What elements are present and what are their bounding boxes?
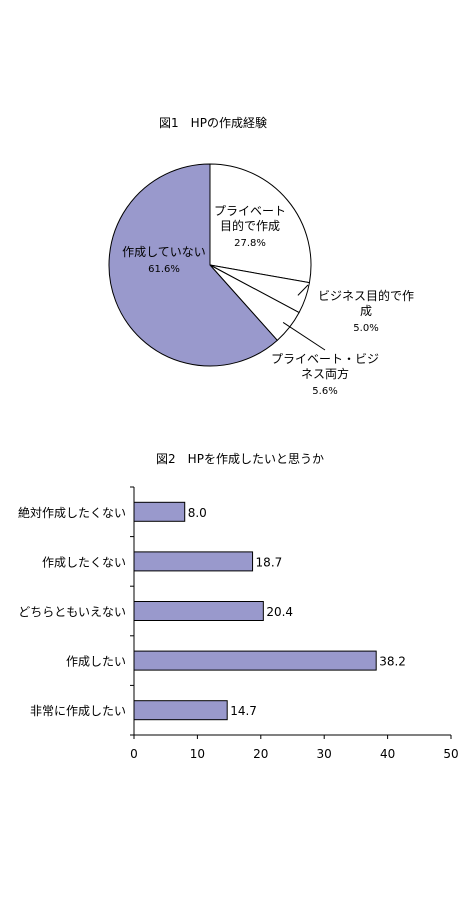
pie-slice-label: ビジネス目的で作 xyxy=(318,288,414,303)
pie-chart-title: 図1 HPの作成経験 xyxy=(159,115,267,130)
bar xyxy=(133,601,264,621)
category-label: 絶対作成したくない xyxy=(18,505,126,520)
bar-value-label: 8.0 xyxy=(188,506,207,520)
bar xyxy=(133,700,228,721)
bar-value-label: 20.4 xyxy=(266,605,293,619)
bar-value-label: 18.7 xyxy=(256,555,283,569)
pie-slice-label: 作成していない xyxy=(122,245,206,259)
x-tick-label: 40 xyxy=(380,747,395,761)
pie-slice-value-label: 27.8% xyxy=(234,238,266,249)
x-tick-label: 30 xyxy=(317,747,332,761)
bar-chart-title: 図2 HPを作成したいと思うか xyxy=(156,452,324,466)
pie-slice-value-label: 5.0% xyxy=(353,323,378,334)
pie-slice xyxy=(209,163,312,284)
category-label: 作成したくない xyxy=(42,555,126,569)
pie-leader-line xyxy=(282,322,326,351)
x-tick-label: 0 xyxy=(130,747,138,761)
x-tick-label: 10 xyxy=(190,747,205,761)
pie-slice-value-label: 61.6% xyxy=(148,264,180,275)
bar xyxy=(133,501,186,522)
bar-value-label: 38.2 xyxy=(379,655,406,669)
pie-slice-label: プライベート・ビジ xyxy=(271,352,379,366)
pie-leader-line xyxy=(297,284,309,296)
x-tick-label: 20 xyxy=(253,747,268,761)
bar xyxy=(133,551,254,572)
pie-slice-label: 成 xyxy=(360,304,372,318)
pie-slice-label: ネス両方 xyxy=(301,366,349,381)
category-label: どちらともいえない xyxy=(18,605,126,619)
pie-slice-value-label: 5.6% xyxy=(312,386,337,397)
category-label: 非常に作成したい xyxy=(30,704,126,718)
category-label: 作成したい xyxy=(66,655,126,669)
pie-slice xyxy=(108,163,278,367)
x-tick-label: 50 xyxy=(443,747,458,761)
pie-slice-label: 目的で作成 xyxy=(220,218,280,233)
bar-chart: 0 10 20 30 40 50 絶対作成したくない 8.0 作成したくない 18.7 どちらともい… xyxy=(18,486,459,761)
bar xyxy=(133,650,377,671)
bar-value-label: 14.7 xyxy=(230,704,257,718)
pie-slice-label: プライベート xyxy=(214,204,286,218)
